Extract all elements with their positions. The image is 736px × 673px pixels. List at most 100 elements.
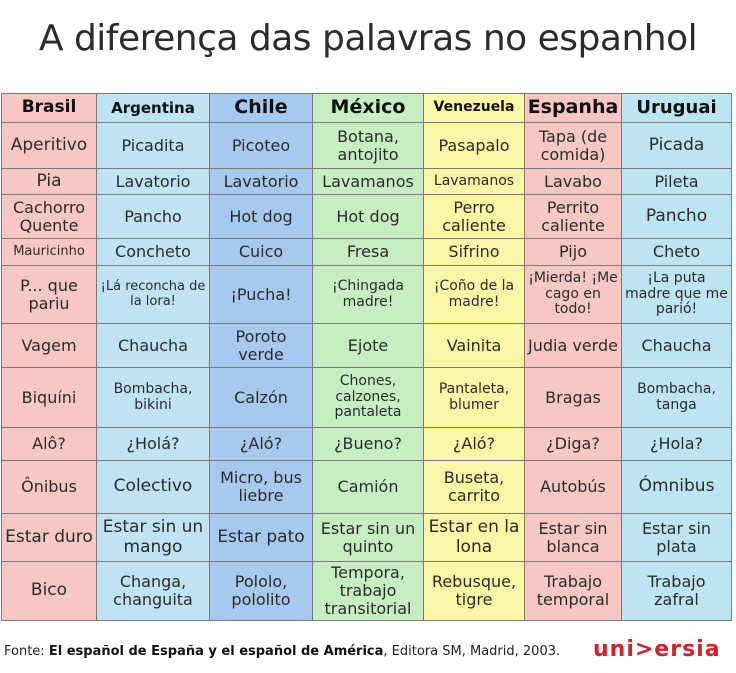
table-cell: Cheto	[621, 238, 732, 266]
table-row: Estar duro Estar sin un mango Estar pato…	[1, 513, 732, 562]
table-cell: Perro caliente	[423, 194, 525, 239]
table-cell: Judia verde	[524, 323, 622, 368]
table-cell: Mauricinho	[1, 238, 97, 266]
header-brasil: Brasil	[1, 93, 97, 123]
table-cell: Picada	[621, 122, 732, 169]
table-cell: Estar en la lona	[423, 513, 525, 562]
table-cell: Concheto	[96, 238, 210, 266]
table-cell: Perrito caliente	[524, 194, 622, 239]
table-cell: Pantaleta, blumer	[423, 367, 525, 428]
table-cell: Pasapalo	[423, 122, 525, 169]
table-cell: Bombacha, tanga	[621, 367, 732, 428]
table-cell: Trabajo zafral	[621, 561, 732, 621]
table-row: Biquíni Bombacha, bikini Calzón Chones, …	[1, 367, 732, 428]
table-cell: Rebusque, tigre	[423, 561, 525, 621]
header-mexico: México	[312, 93, 424, 123]
table-cell: Hot dog	[209, 194, 313, 239]
header-chile: Chile	[209, 93, 313, 123]
table-cell: Buseta, carrito	[423, 460, 525, 514]
table-cell: Estar duro	[1, 513, 97, 562]
table-cell: Poroto verde	[209, 323, 313, 368]
table-cell: Ônibus	[1, 460, 97, 514]
table-cell: ¡Lá reconcha de la lora!	[96, 265, 210, 324]
table-cell: ¿Bueno?	[312, 427, 424, 461]
table-cell: Pia	[1, 168, 97, 195]
table-cell: Pancho	[96, 194, 210, 239]
table-row: Aperitivo Picadita Picoteo Botana, antoj…	[1, 122, 732, 169]
table-cell: ¡Chingada madre!	[312, 265, 424, 324]
table-cell: Ejote	[312, 323, 424, 368]
table-cell: Cachorro Quente	[1, 194, 97, 239]
source-footer: Fonte: El español de España y el español…	[4, 644, 560, 659]
table-cell: ¡Coño de la madre!	[423, 265, 525, 324]
table-cell: Tapa (de comida)	[524, 122, 622, 169]
table-row: Vagem Chaucha Poroto verde Ejote Vainita…	[1, 323, 732, 368]
table-row: Ônibus Colectivo Micro, bus liebre Camió…	[1, 460, 732, 514]
table-cell: Bragas	[524, 367, 622, 428]
table-cell: ¿Holá?	[96, 427, 210, 461]
table-cell: Hot dog	[312, 194, 424, 239]
table-cell: Sifrino	[423, 238, 525, 266]
table-cell: ¡La puta madre que me parió!	[621, 265, 732, 324]
table-row: P... que pariu ¡Lá reconcha de la lora! …	[1, 265, 732, 324]
table-cell: ¿Aló?	[423, 427, 525, 461]
header-argentina: Argentina	[96, 93, 210, 123]
table-cell: Pancho	[621, 194, 732, 239]
table-cell: Estar sin blanca	[524, 513, 622, 562]
footer-publisher: , Editora SM, Madrid, 2003.	[383, 644, 561, 659]
table-cell: Fresa	[312, 238, 424, 266]
table-cell: Pololo, pololito	[209, 561, 313, 621]
table-cell: Estar sin un quinto	[312, 513, 424, 562]
universia-logo: uni>ersia	[593, 637, 721, 662]
table-row: Alô? ¿Holá? ¿Aló? ¿Bueno? ¿Aló? ¿Diga? ¿…	[1, 427, 732, 461]
table-row: Cachorro Quente Pancho Hot dog Hot dog P…	[1, 194, 732, 239]
table-cell: ¿Hola?	[621, 427, 732, 461]
table-cell: ¿Aló?	[209, 427, 313, 461]
table-cell: Lavatorio	[96, 168, 210, 195]
header-venezuela: Venezuela	[423, 93, 525, 123]
table-cell: Lavabo	[524, 168, 622, 195]
table-cell: Bico	[1, 561, 97, 621]
table-cell: Chones, calzones, pantaleta	[312, 367, 424, 428]
table-cell: Camión	[312, 460, 424, 514]
table-row: Pia Lavatorio Lavatorio Lavamanos Lavama…	[1, 168, 732, 195]
header-espanha: Espanha	[524, 93, 622, 123]
table-cell: Calzón	[209, 367, 313, 428]
table-cell: ¡Pucha!	[209, 265, 313, 324]
table-cell: Lavamanos	[423, 168, 525, 195]
table-cell: Trabajo temporal	[524, 561, 622, 621]
table-cell: Alô?	[1, 427, 97, 461]
table-cell: Autobús	[524, 460, 622, 514]
table-row: Bico Changa, changuita Pololo, pololito …	[1, 561, 732, 621]
header-row: Brasil Argentina Chile México Venezuela …	[1, 93, 732, 123]
table-cell: Picoteo	[209, 122, 313, 169]
table-cell: Cuico	[209, 238, 313, 266]
table-cell: Biquíni	[1, 367, 97, 428]
header-uruguai: Uruguai	[621, 93, 732, 123]
table-cell: Colectivo	[96, 460, 210, 514]
table-cell: Vagem	[1, 323, 97, 368]
table-cell: P... que pariu	[1, 265, 97, 324]
table-cell: Lavamanos	[312, 168, 424, 195]
table-cell: Picadita	[96, 122, 210, 169]
footer-prefix: Fonte:	[4, 644, 49, 659]
footer-source-title: El español de España y el español de Amé…	[48, 644, 384, 659]
table-cell: ¡Mierda! ¡Me cago en todo!	[524, 265, 622, 324]
table-cell: Pijo	[524, 238, 622, 266]
table-cell: Tempora, trabajo transitorial	[312, 561, 424, 621]
table-cell: Aperitivo	[1, 122, 97, 169]
vocabulary-table: Brasil Argentina Chile México Venezuela …	[1, 93, 732, 621]
table-cell: Estar pato	[209, 513, 313, 562]
table-cell: Bombacha, bikini	[96, 367, 210, 428]
table-cell: Chaucha	[621, 323, 732, 368]
table-cell: Ómnibus	[621, 460, 732, 514]
table-cell: Lavatorio	[209, 168, 313, 195]
table-cell: Micro, bus liebre	[209, 460, 313, 514]
page-title: A diferença das palavras no espanhol	[38, 18, 698, 59]
table-cell: Estar sin un mango	[96, 513, 210, 562]
table-row: Mauricinho Concheto Cuico Fresa Sifrino …	[1, 238, 732, 266]
table-cell: Pileta	[621, 168, 732, 195]
table-cell: Chaucha	[96, 323, 210, 368]
table-cell: Botana, antojito	[312, 122, 424, 169]
table-cell: Vainita	[423, 323, 525, 368]
